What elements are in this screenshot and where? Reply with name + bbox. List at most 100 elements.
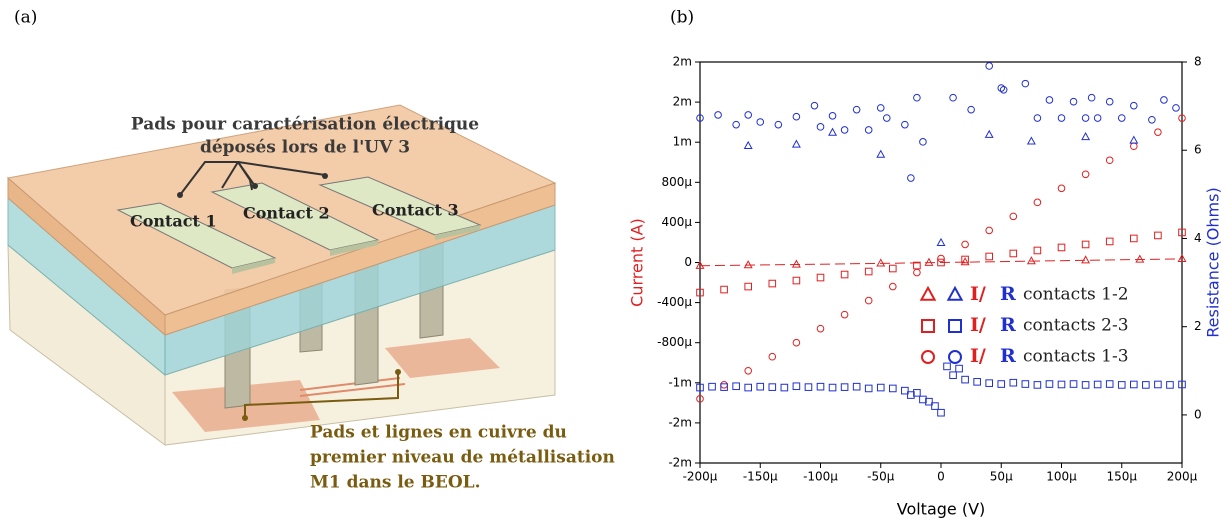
marker-circle [901, 120, 909, 129]
marker-square [852, 382, 861, 391]
marker-circle [696, 114, 704, 122]
marker-circle [1105, 97, 1114, 106]
marker-square [1178, 228, 1186, 237]
panel-label: (b) [670, 8, 694, 28]
marker-square [937, 258, 945, 267]
y-tick-label: 800µ [661, 175, 692, 189]
leader-dot [252, 183, 258, 189]
marker-circle [1178, 114, 1186, 122]
marker-circle [961, 240, 969, 249]
marker-circle [1081, 114, 1090, 122]
marker-square [696, 288, 704, 297]
marker-circle [744, 366, 753, 375]
y-tick-label: 2m [673, 55, 692, 69]
y2-tick-label: 0 [1194, 407, 1202, 421]
marker-square [961, 375, 969, 384]
marker-square [720, 383, 728, 391]
note: déposés lors de l'UV 3 [200, 138, 410, 158]
marker-circle [1033, 114, 1042, 122]
panel-label: (a) [14, 8, 37, 28]
marker-circle [1033, 198, 1042, 207]
marker-circle [921, 350, 935, 364]
marker-circle [985, 62, 994, 70]
contact-label: Contact 2 [243, 204, 330, 223]
leader-dot [322, 173, 328, 179]
legend-text: contacts 1-2 [1023, 285, 1129, 305]
marker-circle [1057, 114, 1066, 122]
marker-circle [1130, 101, 1138, 110]
marker-circle [876, 104, 885, 112]
contact-label: Contact 3 [372, 201, 459, 220]
y2-axis-label: Resistance (Ohms) [1204, 187, 1223, 337]
legend-r: R [1000, 283, 1016, 305]
marker-square [937, 408, 945, 417]
marker-circle [792, 338, 801, 347]
leader [244, 372, 399, 418]
diagram: Pads pour caractérisation électrique dép… [6, 104, 615, 493]
marker-triangle [1026, 136, 1036, 145]
marker-square [931, 402, 939, 410]
marker-triangle [1129, 135, 1139, 144]
marker-circle [840, 310, 849, 319]
marker-circle [1160, 96, 1168, 104]
marker-circle [732, 120, 740, 129]
marker-circle [948, 350, 962, 364]
marker-circle [840, 126, 849, 134]
marker-square [1166, 381, 1174, 389]
marker-circle [1081, 170, 1090, 179]
legend-text: contacts 2-3 [1023, 316, 1129, 336]
x-tick-label: 0 [937, 470, 945, 484]
pad-edge [435, 225, 480, 240]
copper-pad [385, 338, 500, 378]
marker-square [949, 371, 957, 380]
marker-circle [1117, 114, 1126, 122]
marker-circle [937, 254, 945, 263]
marker-circle [1087, 93, 1096, 102]
marker-circle [756, 118, 765, 126]
marker-square [1081, 381, 1090, 389]
x-tick-label: -100µ [803, 470, 838, 484]
marker-triangle [946, 285, 964, 301]
marker-square [1093, 380, 1102, 389]
legend-r: R [1000, 345, 1016, 367]
leader-dot [395, 369, 401, 375]
marker-square [1057, 380, 1066, 389]
x-tick-label: 200µ [1167, 470, 1198, 484]
marker-circle [714, 111, 722, 119]
y2-tick-label: 8 [1194, 55, 1202, 69]
marker-triangle [936, 237, 946, 247]
marker-square [955, 364, 963, 373]
y-axis-label: Current (A) [628, 218, 647, 307]
legend-i: I/ [970, 283, 986, 305]
marker-triangle [743, 140, 753, 149]
marker-square [816, 273, 825, 282]
legend-i: I/ [970, 314, 986, 336]
marker-circle [720, 381, 728, 389]
marker-square [1009, 249, 1018, 258]
marker-circle [985, 226, 994, 235]
marker-square [756, 382, 765, 391]
y2-tick-label: 6 [1194, 143, 1202, 157]
copper-line [299, 377, 401, 391]
marker-square [1009, 378, 1018, 387]
marker-circle [774, 120, 783, 129]
y-tick-label: 2m [673, 95, 692, 109]
y-tick-label: -1m [668, 375, 692, 389]
marker-square [1130, 380, 1138, 389]
marker-square [792, 276, 801, 285]
marker-square [948, 319, 962, 333]
marker-square [1117, 381, 1126, 389]
marker-circle [882, 114, 891, 122]
marker-square [1154, 231, 1162, 240]
marker-square [907, 391, 915, 399]
marker-circle [949, 93, 957, 102]
marker-square [1130, 234, 1138, 243]
x-axis-label: Voltage (V) [897, 500, 986, 519]
marker-triangle [1177, 253, 1187, 263]
marker-square [732, 382, 740, 391]
marker-triangle [791, 139, 801, 148]
marker-square [1142, 381, 1150, 389]
marker-square [1105, 237, 1114, 246]
marker-circle [1069, 97, 1078, 106]
